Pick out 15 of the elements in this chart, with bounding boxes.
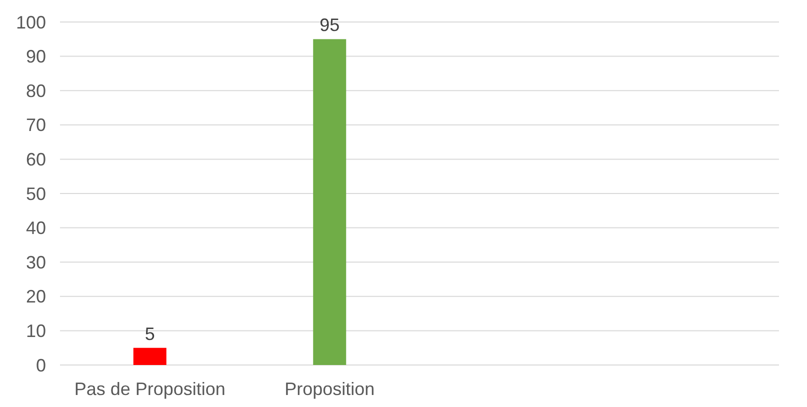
y-tick-label: 90 [26,46,46,67]
y-tick-label: 60 [26,150,46,170]
y-tick-label: 20 [26,286,46,307]
y-tick-label: 40 [26,218,46,238]
x-tick-label: Pas de Proposition [74,379,226,399]
y-tick-label: 80 [26,80,46,101]
data-label: 95 [320,15,340,36]
y-tick-label: 70 [26,115,46,136]
data-label: 5 [144,324,155,344]
y-tick-label: 0 [36,355,46,376]
y-tick-label: 10 [26,321,46,341]
y-tick-label: 50 [26,184,46,204]
y-tick-label: 30 [26,252,46,272]
y-tick-label: 100 [16,12,46,32]
x-tick-label: Proposition [284,379,375,399]
